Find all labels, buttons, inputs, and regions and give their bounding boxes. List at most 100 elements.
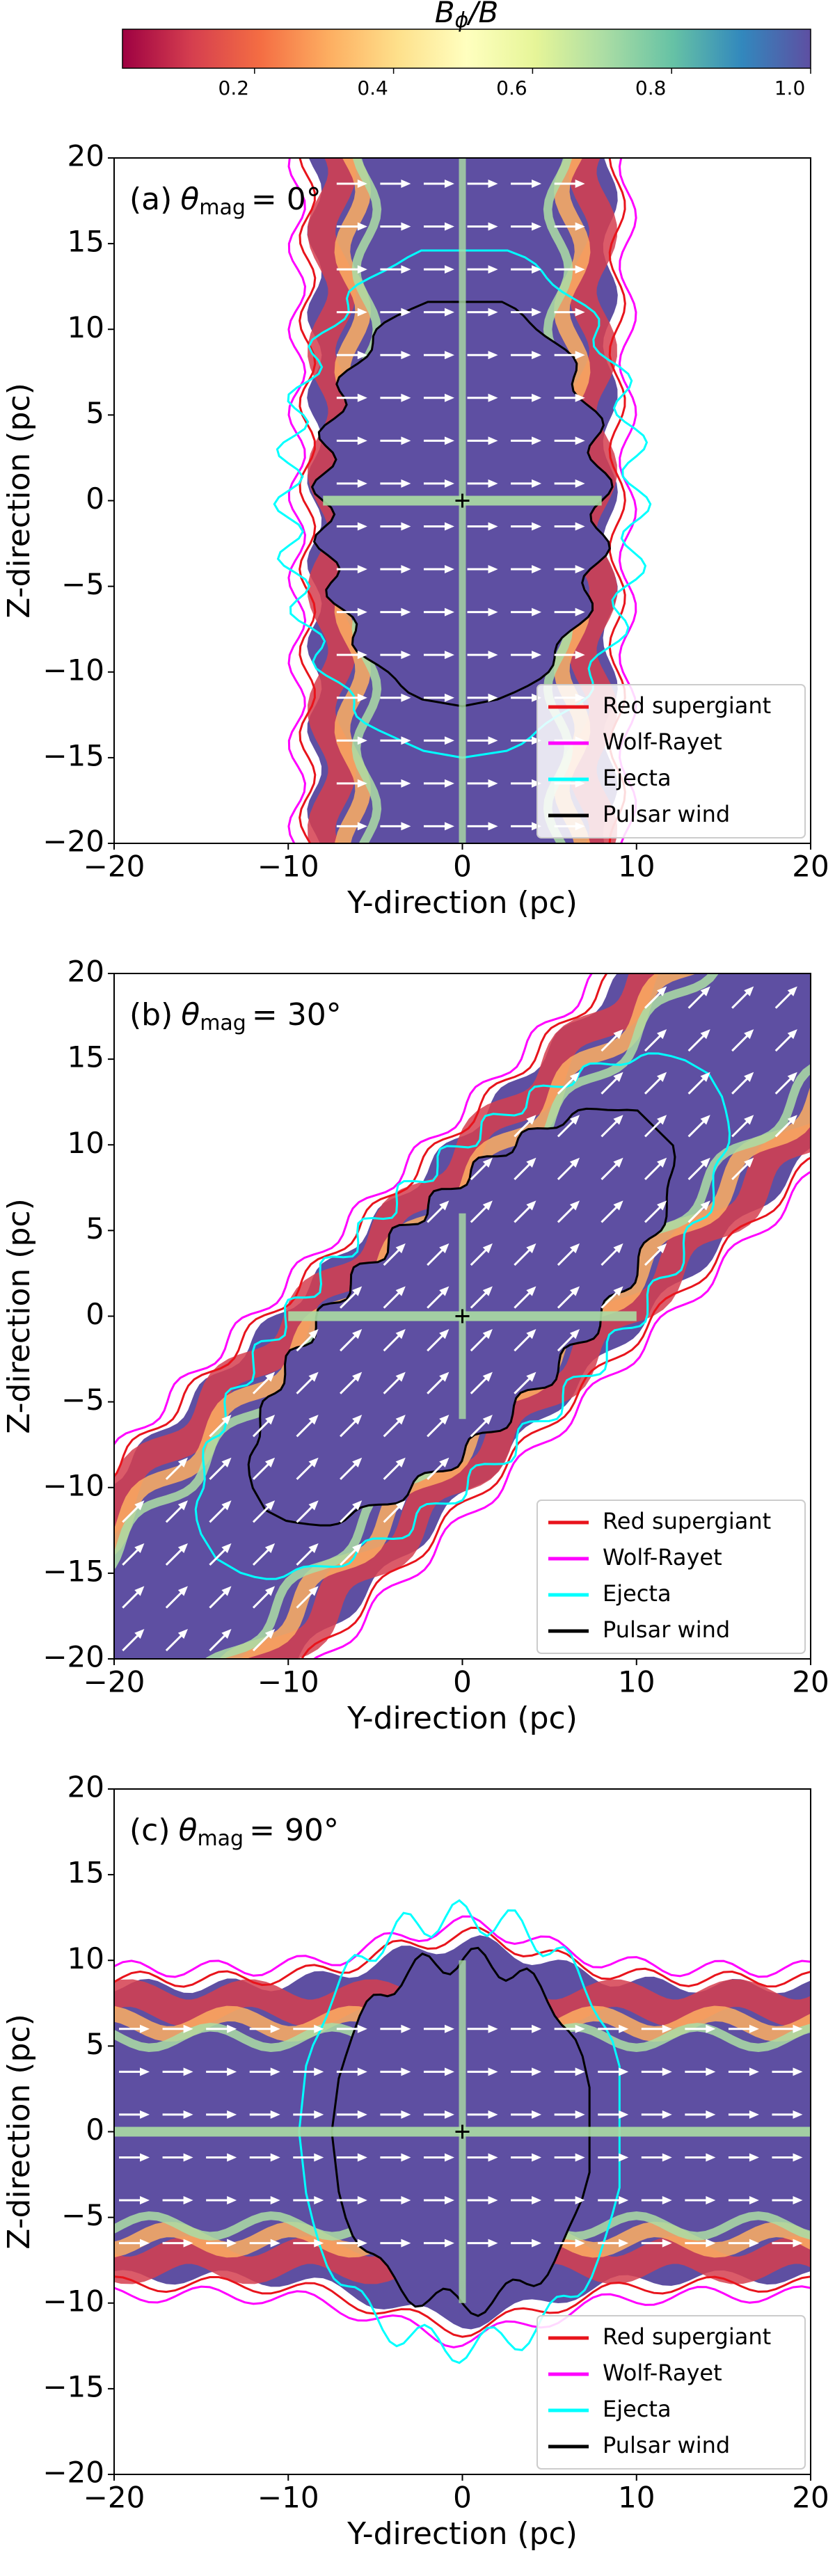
arrow-head: [532, 351, 542, 360]
field-arrow: [731, 989, 751, 1009]
arrow-head: [488, 522, 498, 531]
arrow-head: [619, 2196, 629, 2204]
field-arrow: [687, 1161, 708, 1180]
arrow-head: [532, 436, 542, 445]
x-tick-label: −10: [257, 1665, 319, 1699]
arrow-head: [444, 479, 454, 488]
arrow-head: [308, 1500, 319, 1511]
field-arrow: [731, 1032, 751, 1052]
arrow-head: [140, 2024, 150, 2033]
arrow-head: [270, 2239, 280, 2248]
field-arrow: [774, 1032, 795, 1052]
arrow-head: [439, 1329, 450, 1339]
arrow-head: [401, 779, 411, 788]
arrow-head: [569, 1200, 580, 1211]
field-arrow: [687, 1032, 708, 1052]
arrow-head: [569, 1115, 580, 1125]
arrow-head: [793, 2024, 803, 2033]
field-arrow: [514, 1375, 533, 1394]
arrow-head: [488, 736, 498, 745]
arrow-head: [227, 2239, 237, 2248]
arrow-head: [357, 607, 367, 617]
arrow-head: [352, 1329, 363, 1339]
arrow-head: [227, 2153, 237, 2162]
arrow-head: [575, 479, 585, 488]
arrow-head: [488, 651, 498, 660]
arrow-head: [395, 1372, 406, 1382]
arrow-head: [227, 2067, 237, 2076]
arrow-head: [575, 651, 585, 660]
arrow-head: [575, 2024, 585, 2033]
arrow-head: [439, 1415, 450, 1425]
arrow-head: [308, 1415, 319, 1425]
arrow-head: [787, 1029, 797, 1040]
arrow-head: [526, 1372, 536, 1382]
title-subscript: mag: [200, 1011, 246, 1035]
arrow-head: [657, 986, 667, 996]
field-arrow: [557, 1246, 577, 1266]
legend-label: Wolf-Rayet: [603, 2360, 722, 2386]
legend-box: [536, 1500, 806, 1654]
arrow-head: [749, 2153, 759, 2162]
field-arrow: [644, 1246, 664, 1266]
arrow-head: [613, 1029, 623, 1040]
legend-label: Pulsar wind: [603, 2432, 730, 2458]
legend-label: Wolf-Rayet: [603, 1544, 722, 1571]
arrow-head: [613, 1200, 623, 1211]
field-arrow: [731, 1161, 751, 1180]
y-tick-label: 0: [86, 482, 104, 516]
arrow-head: [352, 1543, 363, 1554]
arrow-head: [221, 1543, 232, 1554]
arrow-head: [619, 2239, 629, 2248]
field-arrow: [644, 1075, 664, 1095]
arrow-head: [308, 1543, 319, 1554]
arrow-head: [352, 1286, 363, 1296]
field-arrow: [383, 1375, 403, 1394]
x-tick-label: −10: [257, 2481, 319, 2515]
arrow-head: [314, 2067, 324, 2076]
arrow-head: [270, 2024, 280, 2033]
arrow-head: [700, 1200, 710, 1211]
arrow-head: [444, 2239, 454, 2248]
x-tick-label: 0: [453, 850, 472, 884]
arrow-head: [793, 2239, 803, 2248]
panel-title: (a) θmag = 0°: [129, 182, 321, 220]
arrow-head: [395, 1286, 406, 1296]
x-tick-label: 0: [453, 1665, 472, 1699]
arrow-head: [401, 222, 411, 231]
arrow-head: [706, 2239, 716, 2248]
arrow-head: [444, 308, 454, 317]
arrow-head: [357, 651, 367, 660]
x-tick-label: 10: [618, 2481, 655, 2515]
arrow-head: [787, 986, 797, 996]
arrow-head: [270, 2110, 280, 2119]
y-tick-label: −20: [42, 825, 104, 859]
arrow-head: [314, 2110, 324, 2119]
arrow-head: [575, 393, 585, 402]
field-arrow: [557, 1332, 577, 1352]
field-arrow: [601, 1246, 621, 1266]
field-image: [274, 158, 650, 843]
arrow-head: [619, 2153, 629, 2162]
arrow-head: [488, 222, 498, 231]
arrow-head: [444, 436, 454, 445]
arrow-head: [140, 2239, 150, 2248]
field-arrow: [601, 1075, 621, 1095]
arrow-head: [700, 1072, 710, 1082]
arrow-head: [532, 179, 542, 188]
field-arrow: [470, 1161, 490, 1180]
arrow-head: [793, 2153, 803, 2162]
y-tick-label: −15: [42, 738, 104, 772]
arrow-head: [575, 436, 585, 445]
arrow-head: [444, 2024, 454, 2033]
field-arrow: [340, 1332, 359, 1352]
arrow-head: [401, 179, 411, 188]
arrow-head: [575, 351, 585, 360]
arrow-head: [482, 1243, 493, 1254]
arrow-head: [401, 2024, 411, 2033]
arrow-head: [532, 308, 542, 317]
y-tick-label: 5: [86, 396, 104, 430]
title-subscript: mag: [199, 196, 246, 220]
field-arrow: [122, 1589, 141, 1609]
field-arrow: [644, 1118, 664, 1138]
